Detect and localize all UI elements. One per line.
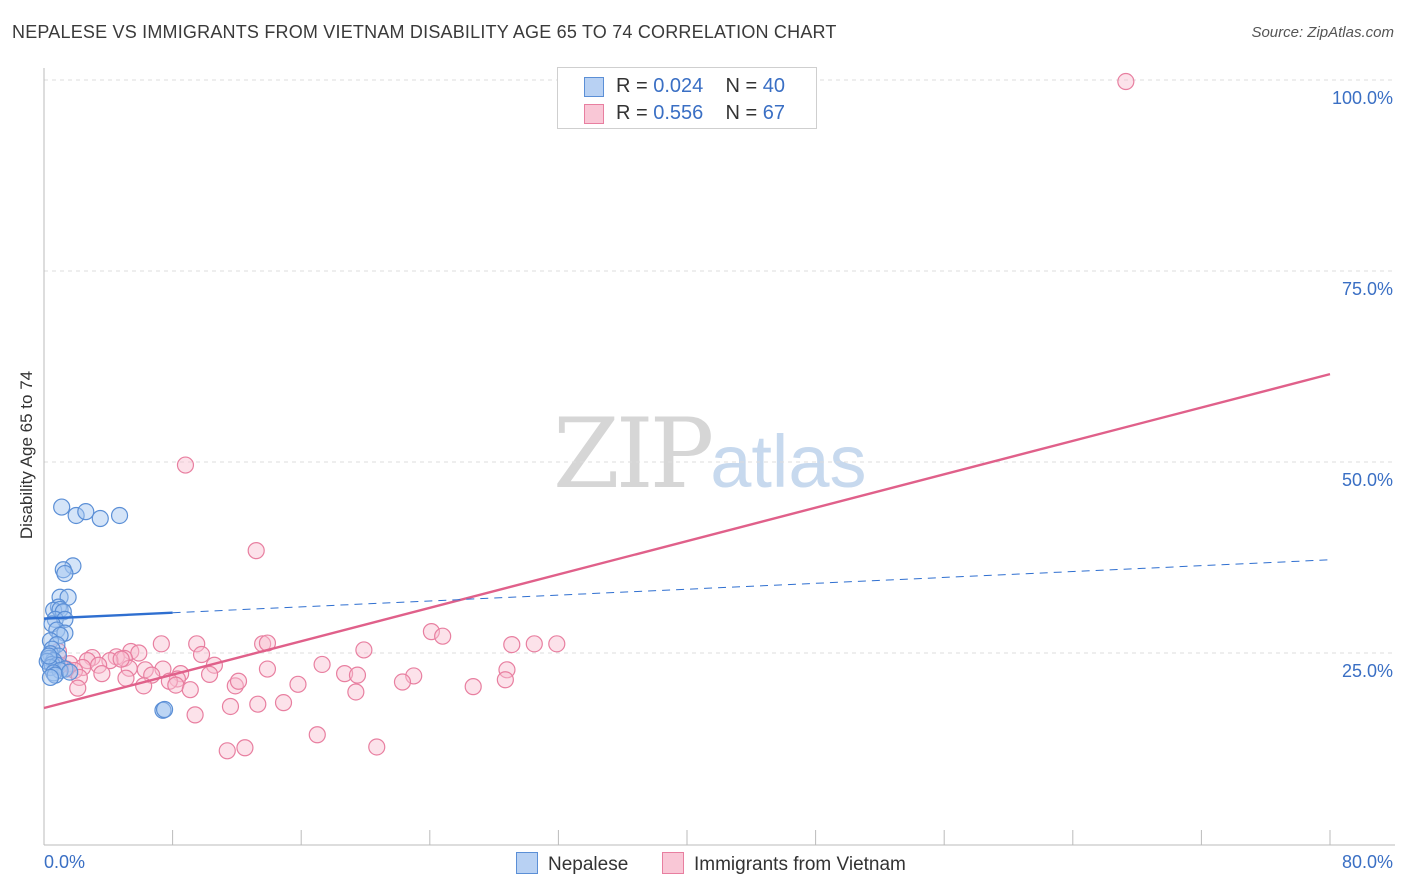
vietnam-point xyxy=(247,542,265,560)
nepalese-point xyxy=(110,506,129,525)
vietnam-point xyxy=(236,739,254,757)
vietnam-point xyxy=(226,677,244,695)
nepalese-point xyxy=(61,663,79,681)
nepalese-swatch xyxy=(584,77,604,97)
vietnam-point xyxy=(308,726,326,744)
vietnam-point xyxy=(348,666,367,684)
vietnam-point xyxy=(188,635,206,653)
nepalese-legend-swatch xyxy=(516,852,538,874)
legend-label: Immigrants from Vietnam xyxy=(694,854,906,875)
nepalese-point xyxy=(154,701,172,719)
vietnam-point xyxy=(548,635,566,653)
vietnam-point xyxy=(93,665,111,683)
vietnam-point xyxy=(249,695,267,713)
vietnam-point xyxy=(393,673,412,691)
vietnam-point xyxy=(152,635,170,653)
nepalese-point xyxy=(155,700,174,719)
y-tick-label: 25.0% xyxy=(1341,661,1393,681)
vietnam-point xyxy=(355,641,373,659)
vietnam-legend-swatch xyxy=(662,852,684,874)
vietnam-point xyxy=(313,655,331,674)
vietnam-point xyxy=(70,668,88,687)
vietnam-point xyxy=(347,683,365,701)
vietnam-point xyxy=(176,456,195,474)
vietnam-point xyxy=(258,660,277,678)
watermark-zip: ZIP xyxy=(553,398,714,510)
n-value: 67 xyxy=(762,102,786,124)
y-tick-label: 100.0% xyxy=(1331,88,1393,108)
vietnam-point xyxy=(496,671,514,689)
legend-item-nepalese: Nepalese xyxy=(516,852,628,876)
nepalese-trend-line xyxy=(43,611,173,620)
vietnam-point xyxy=(336,665,354,683)
n-label: N = xyxy=(725,102,758,124)
nepalese-point xyxy=(67,506,85,525)
vietnam-point xyxy=(289,675,307,693)
vietnam-point xyxy=(69,679,87,697)
r-value: 0.024 xyxy=(653,75,704,97)
stats-legend: R = 0.024 N = 40 R = 0.556 N = 67 xyxy=(557,67,817,129)
source-label: Source: ZipAtlas.com xyxy=(1251,24,1394,41)
r-label: R = xyxy=(616,102,648,124)
vietnam-point xyxy=(422,623,441,641)
legend-label: Nepalese xyxy=(548,854,629,875)
nepalese-point xyxy=(91,509,109,528)
x-tick-label: 0.0% xyxy=(44,852,86,872)
vietnam-point xyxy=(167,676,185,694)
vietnam-point xyxy=(434,627,452,645)
vietnam-point xyxy=(1117,72,1135,91)
nepalese-point xyxy=(40,647,58,665)
legend-item-vietnam: Immigrants from Vietnam xyxy=(662,852,906,876)
vietnam-point xyxy=(464,678,482,696)
nepalese-point xyxy=(53,498,71,516)
x-tick-label: 80.0% xyxy=(1341,852,1393,872)
vietnam-point xyxy=(274,694,293,712)
n-label: N = xyxy=(725,75,758,97)
nepalese-point xyxy=(51,626,69,645)
nepalese-trend-extension xyxy=(172,559,1331,614)
y-tick-label: 50.0% xyxy=(1341,470,1393,490)
vietnam-point xyxy=(117,669,135,687)
vietnam-point xyxy=(218,742,236,760)
nepalese-point xyxy=(77,503,95,521)
chart-title: NEPALESE VS IMMIGRANTS FROM VIETNAM DISA… xyxy=(12,22,837,42)
r-value: 0.556 xyxy=(653,102,704,124)
y-tick-label: 75.0% xyxy=(1341,279,1393,299)
vietnam-point xyxy=(368,738,386,756)
vietnam-point xyxy=(229,672,248,690)
nepalese-point xyxy=(41,668,60,687)
vietnam-trend-line xyxy=(43,372,1331,710)
r-label: R = xyxy=(616,75,648,97)
vietnam-point xyxy=(186,706,204,724)
vietnam-point xyxy=(503,635,521,654)
vietnam-point xyxy=(192,645,211,664)
vietnam-point xyxy=(221,697,240,716)
vietnam-point xyxy=(130,644,148,662)
vietnam-point xyxy=(112,650,130,668)
vietnam-point xyxy=(181,681,199,699)
vietnam-point xyxy=(525,635,543,653)
nepalese-point xyxy=(56,564,74,583)
watermark: ZIPatlas xyxy=(553,398,867,510)
vietnam-point xyxy=(200,665,219,683)
vietnam-swatch xyxy=(584,104,604,124)
n-value: 40 xyxy=(762,75,786,97)
